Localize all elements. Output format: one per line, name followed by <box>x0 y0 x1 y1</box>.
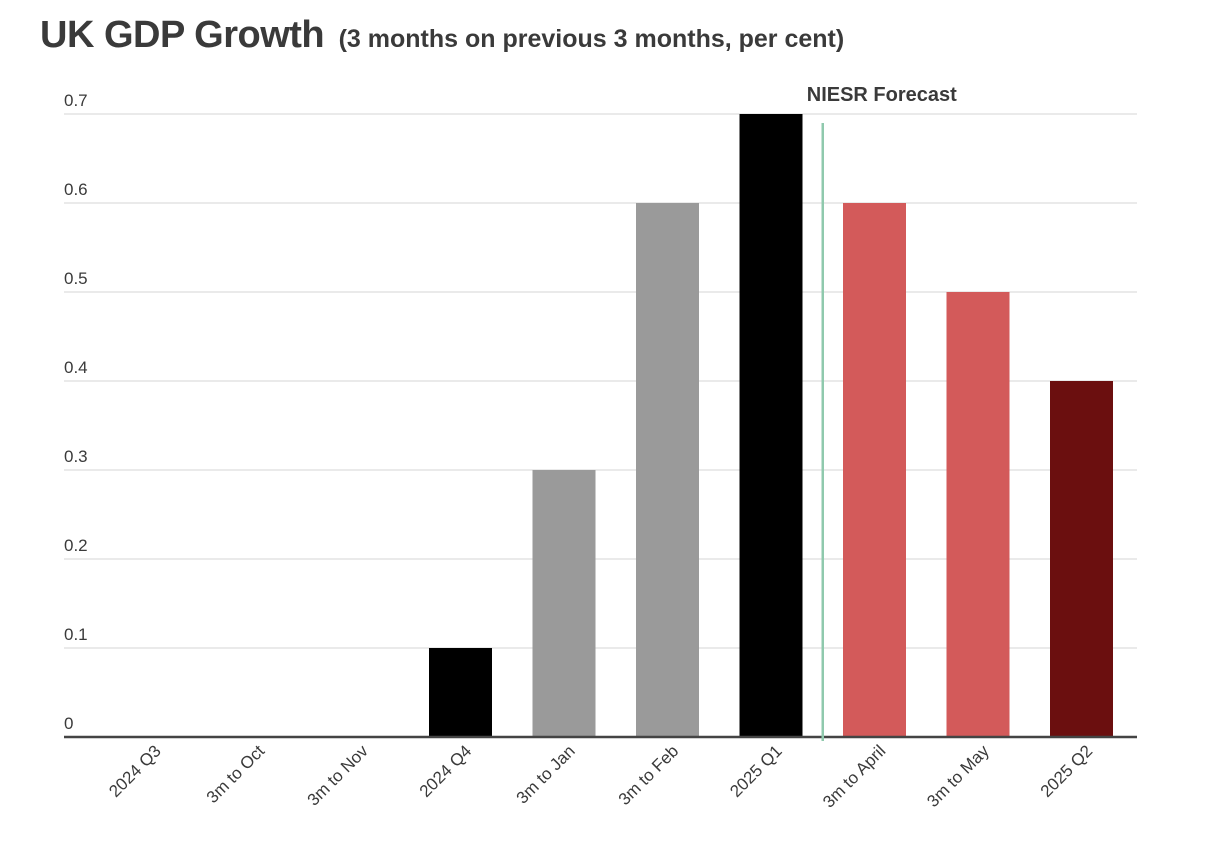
y-tick-label: 0.6 <box>64 180 88 199</box>
y-tick-label: 0.1 <box>64 625 88 644</box>
bar <box>843 203 906 737</box>
bar <box>946 292 1010 737</box>
x-tick-label: 2025 Q1 <box>726 741 786 801</box>
x-tick-label: 3m to Feb <box>615 741 683 809</box>
bar <box>429 648 492 737</box>
bar <box>1050 381 1113 737</box>
y-tick-label: 0.7 <box>64 91 88 110</box>
x-tick-label: 3m to Oct <box>203 741 269 807</box>
bar <box>739 114 803 737</box>
x-tick-label: 3m to April <box>819 741 889 811</box>
bar <box>532 470 596 737</box>
chart-title: UK GDP Growth <box>40 14 325 56</box>
bar <box>636 203 699 737</box>
chart-subtitle: (3 months on previous 3 months, per cent… <box>338 25 845 53</box>
forecast-label: NIESR Forecast <box>807 84 957 106</box>
x-tick-label: 3m to Jan <box>513 741 579 807</box>
x-tick-label: 2024 Q3 <box>105 741 165 801</box>
x-tick-label: 3m to May <box>923 741 993 811</box>
y-tick-label: 0.3 <box>64 447 88 466</box>
y-tick-label: 0.4 <box>64 358 88 377</box>
x-tick-label: 3m to Nov <box>304 741 373 810</box>
y-tick-label: 0.2 <box>64 536 88 555</box>
x-tick-label: 2025 Q2 <box>1037 741 1097 801</box>
chart-title-row: UK GDP Growth (3 months on previous 3 mo… <box>40 14 844 57</box>
y-tick-label: 0.5 <box>64 269 88 288</box>
y-tick-label: 0 <box>64 714 73 733</box>
x-tick-label: 2024 Q4 <box>416 741 476 801</box>
